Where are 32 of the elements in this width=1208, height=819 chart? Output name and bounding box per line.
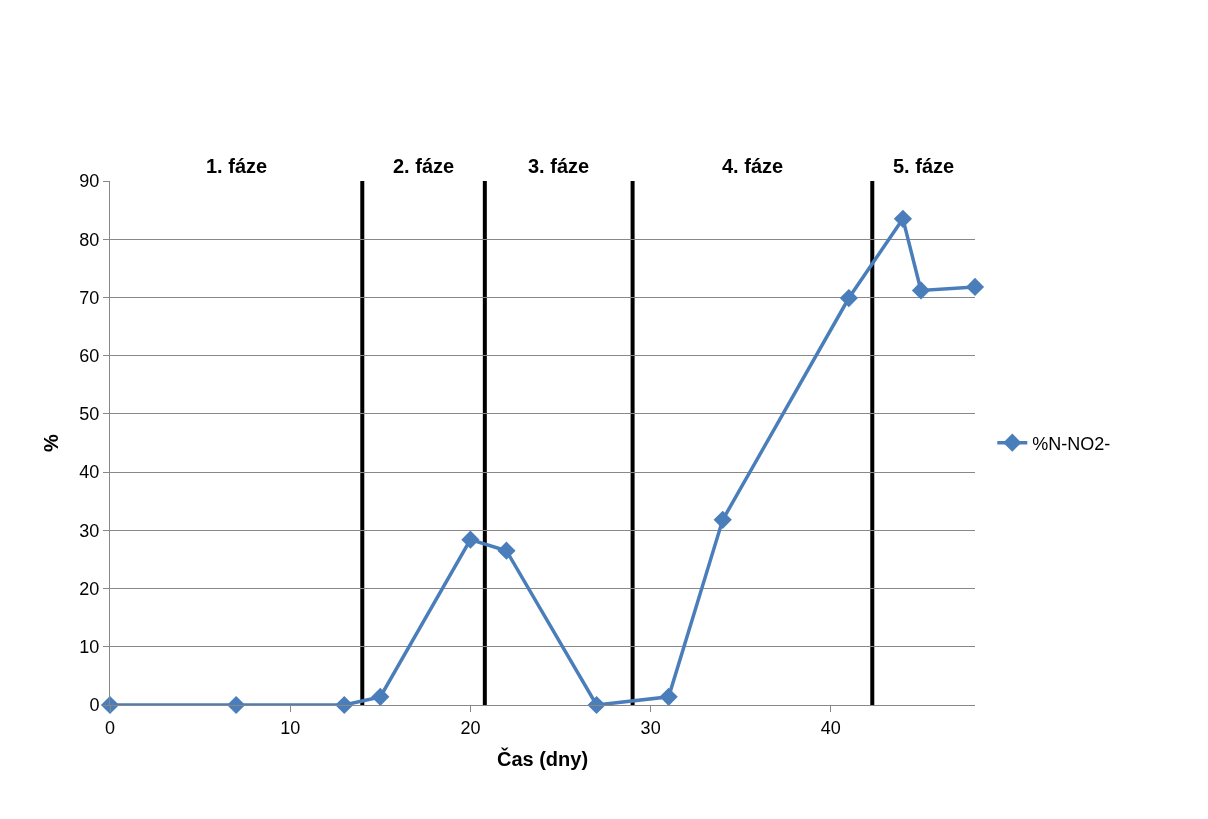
point bbox=[893, 209, 913, 228]
y-tick-label: 10 bbox=[79, 637, 100, 658]
y-tick-label: 60 bbox=[79, 345, 100, 366]
text: 3. fáze bbox=[528, 155, 590, 177]
point bbox=[659, 687, 678, 706]
point bbox=[371, 687, 390, 706]
x-tick-label: 10 bbox=[280, 717, 301, 738]
text: 4. fáze bbox=[722, 155, 784, 177]
y-tick-label: 20 bbox=[79, 578, 100, 599]
point bbox=[497, 541, 516, 560]
y-tick-label: 30 bbox=[79, 520, 100, 541]
point bbox=[713, 510, 732, 529]
text: 2. fáze bbox=[393, 155, 455, 177]
point bbox=[461, 530, 480, 549]
x-tick-label: 0 bbox=[104, 717, 116, 738]
x-tick-label: 40 bbox=[820, 717, 841, 738]
point bbox=[965, 277, 985, 297]
x-axis-title: Čas (dny) bbox=[496, 747, 589, 771]
y-tick-label: 90 bbox=[79, 171, 100, 192]
text: 1. fáze bbox=[206, 155, 268, 177]
y-tick-label: 40 bbox=[79, 462, 100, 483]
y-tick-label: 80 bbox=[79, 229, 100, 250]
legend-label: %N-NO2- bbox=[1032, 433, 1111, 454]
point bbox=[911, 281, 931, 300]
y-tick-label: 70 bbox=[79, 287, 100, 308]
y-axis-title: % bbox=[39, 433, 62, 452]
point bbox=[839, 288, 858, 308]
x-tick-label: 30 bbox=[640, 717, 661, 738]
text: 5. fáze bbox=[893, 155, 955, 177]
y-tick-label: 50 bbox=[79, 404, 100, 425]
x-tick-label: 20 bbox=[460, 717, 481, 738]
y-tick-label: 0 bbox=[89, 695, 100, 716]
